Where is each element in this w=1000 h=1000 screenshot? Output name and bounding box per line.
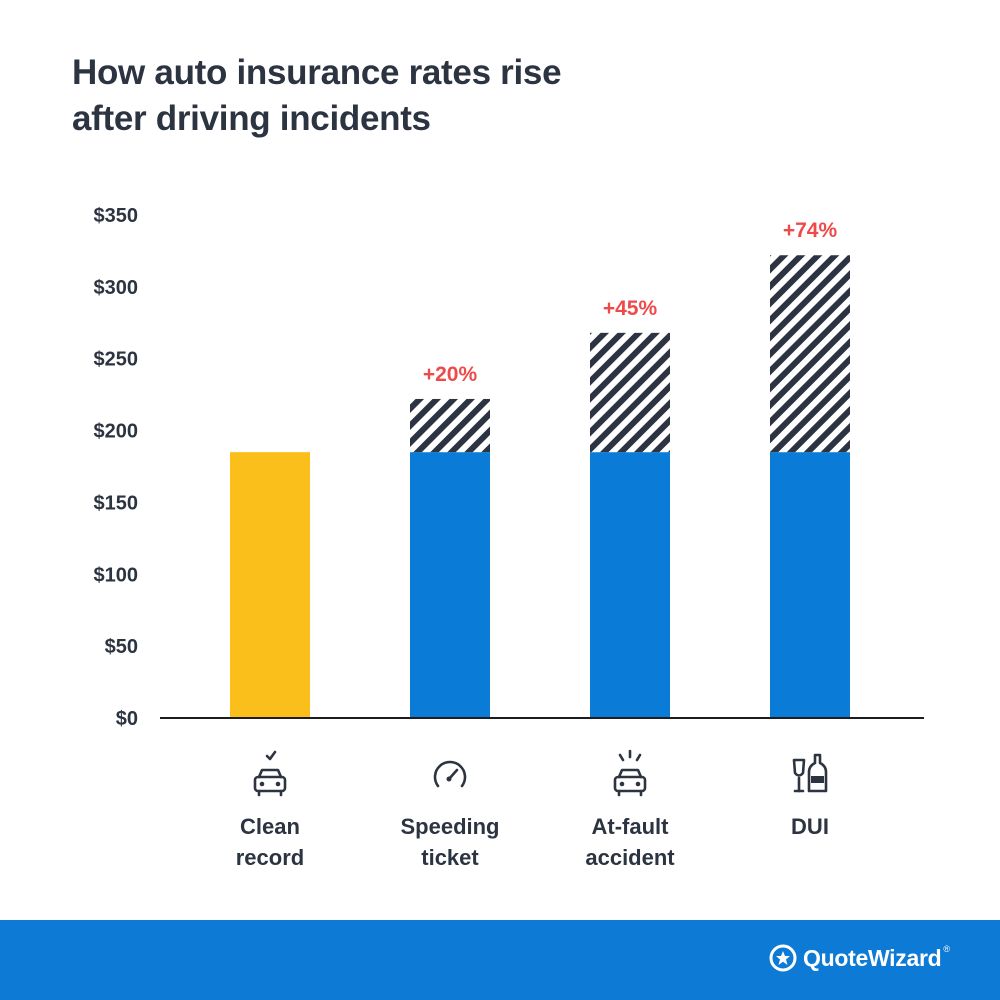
gauge-arc (433, 760, 467, 788)
bar-base (770, 452, 850, 718)
x-tick-label: accident (585, 845, 675, 870)
bar-base (410, 452, 490, 718)
chart-title-line1: How auto insurance rates rise (72, 53, 562, 92)
y-tick-label: $0 (116, 708, 138, 730)
footer-bar: QuoteWizard ® (0, 920, 1000, 1000)
bar-increase (590, 332, 670, 453)
bottle-glass-icon (792, 753, 828, 793)
increase-label: +45% (603, 297, 658, 320)
alert-ray (635, 753, 642, 762)
check-mark (265, 750, 277, 761)
car-roof (257, 768, 283, 779)
bars: +20% +45% +74% (230, 219, 850, 718)
y-tick-label: $50 (105, 636, 138, 658)
y-tick-label: $250 (94, 349, 139, 371)
bar-chart: $0 $50 $100 $150 $200 $250 $300 $350 +20% +45% +7… (94, 205, 924, 870)
x-tick-label: record (236, 845, 304, 870)
y-tick-label: $350 (94, 205, 139, 227)
bar-base (230, 452, 310, 718)
brand-name: QuoteWizard (803, 944, 942, 971)
increase-label: +20% (423, 363, 478, 386)
car-headlight (259, 781, 265, 787)
x-axis: Clean record Speeding ticket At-fault acciden… (236, 749, 829, 870)
car-body (613, 775, 647, 793)
car-check-icon (253, 750, 287, 797)
speedometer-icon (433, 760, 467, 788)
car-headlight (635, 781, 641, 787)
x-tick-label: ticket (421, 845, 479, 870)
car-headlight (275, 781, 281, 787)
wizard-star-icon (769, 944, 797, 972)
x-tick-label: Clean (240, 814, 300, 839)
car-body (253, 775, 287, 793)
chart-title-line2: after driving incidents (72, 99, 431, 138)
gauge-hub (446, 776, 452, 782)
car-roof (617, 768, 643, 779)
brand-registered-mark: ® (943, 944, 950, 954)
bar-increase (770, 255, 850, 453)
x-tick-label: DUI (791, 814, 829, 839)
alert-ray (618, 753, 625, 762)
y-tick-label: $200 (94, 421, 139, 443)
y-axis: $0 $50 $100 $150 $200 $250 $300 $350 (94, 205, 139, 730)
car-crash-icon (613, 749, 647, 797)
wine-glass (792, 758, 806, 777)
chart-title: How auto insurance rates rise after driv… (72, 50, 772, 142)
car-headlight (619, 781, 625, 787)
brand-logo: QuoteWizard ® (769, 944, 950, 972)
y-tick-label: $150 (94, 492, 139, 514)
bottle (807, 753, 828, 793)
bottle-label (811, 776, 824, 783)
bar-increase (410, 398, 490, 453)
bar-base (590, 452, 670, 718)
y-tick-label: $100 (94, 564, 139, 586)
x-tick-label: Speeding (400, 814, 499, 839)
increase-label: +74% (783, 219, 838, 242)
x-tick-label: At-fault (592, 814, 670, 839)
y-tick-label: $300 (94, 277, 139, 299)
